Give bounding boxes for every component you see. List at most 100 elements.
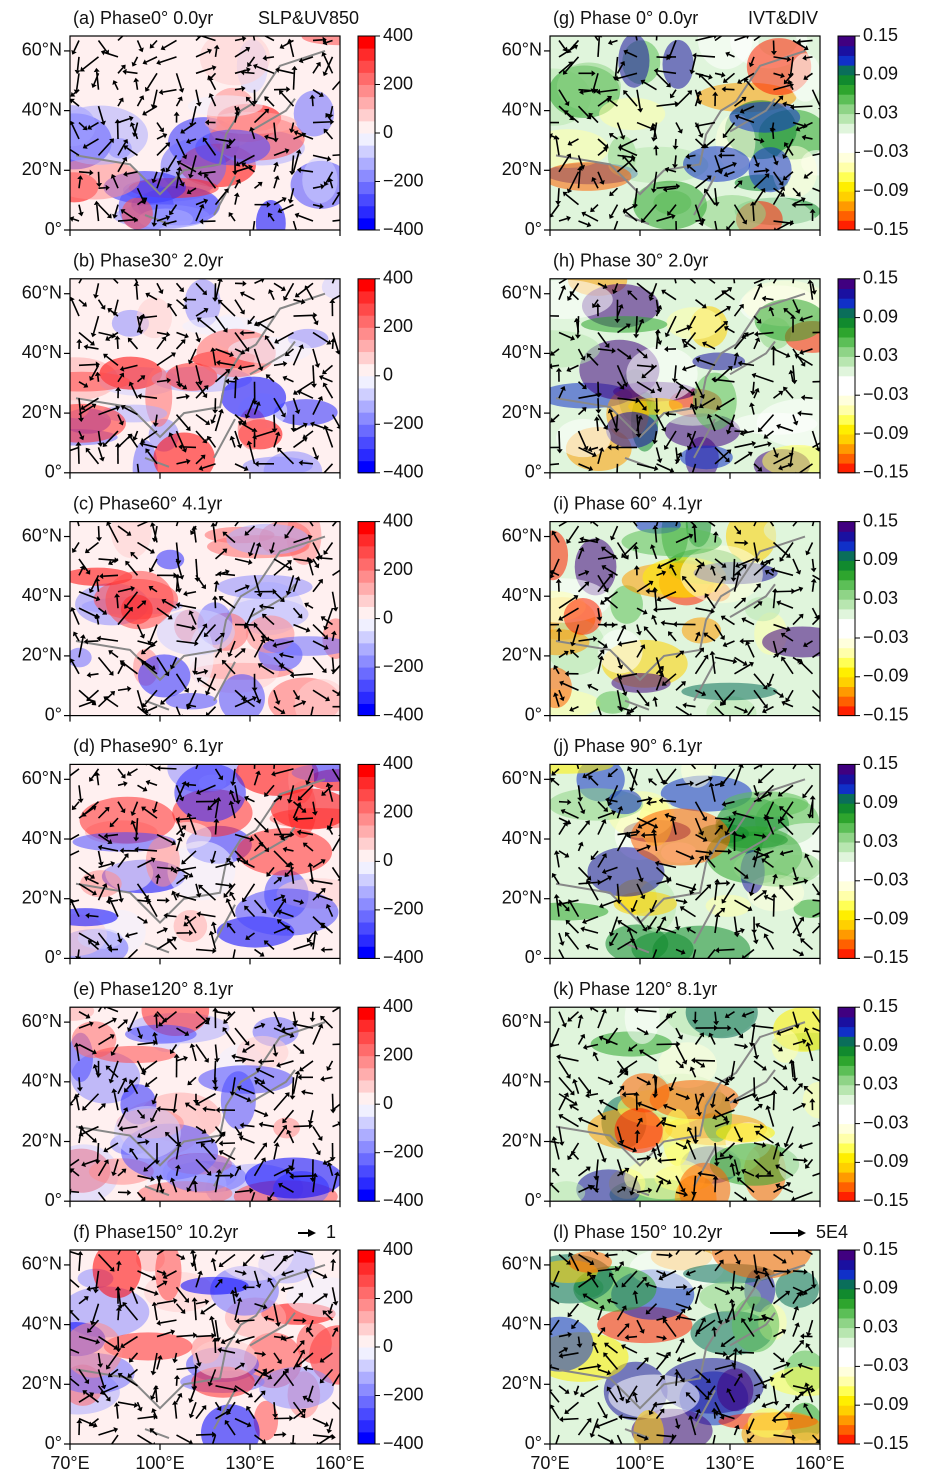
vector bbox=[734, 559, 735, 578]
vector-head bbox=[203, 30, 208, 35]
vector bbox=[695, 1060, 715, 1061]
vector-head bbox=[340, 784, 345, 789]
colorbar-band bbox=[838, 376, 855, 386]
colorbar-label: −0.15 bbox=[863, 947, 909, 967]
colorbar-band bbox=[358, 594, 375, 607]
vector-head bbox=[101, 1000, 106, 1005]
colorbar-label: −0.09 bbox=[863, 180, 909, 200]
vector bbox=[313, 365, 314, 384]
vector bbox=[103, 575, 118, 576]
y-tick-label: 60°N bbox=[502, 282, 542, 302]
vector bbox=[663, 801, 676, 802]
shading bbox=[67, 648, 92, 668]
vector bbox=[293, 1176, 313, 1177]
vector-head bbox=[347, 704, 351, 710]
vector-head bbox=[542, 622, 546, 628]
y-tick-label: 20°N bbox=[502, 887, 542, 907]
colorbar-band bbox=[358, 522, 375, 535]
vector bbox=[636, 316, 637, 334]
colorbar-label: −0.03 bbox=[863, 627, 909, 647]
vector-head bbox=[60, 450, 65, 456]
colorbar-band bbox=[358, 1080, 375, 1093]
colorbar-band bbox=[838, 172, 855, 182]
field bbox=[45, 744, 372, 967]
panel-title: (i) Phase 60° 4.1yr bbox=[553, 493, 702, 513]
y-tick-label: 40°N bbox=[22, 828, 62, 848]
panel: 0°20°N40°N60°N(b) Phase30° 2.0yr4002000−… bbox=[22, 251, 424, 497]
y-tick-label: 60°N bbox=[502, 1011, 542, 1031]
vector-head bbox=[823, 1030, 828, 1036]
colorbar-band bbox=[838, 424, 855, 434]
vector bbox=[313, 122, 330, 123]
vector bbox=[98, 376, 99, 382]
colorbar-band bbox=[838, 75, 855, 85]
colorbar-band bbox=[838, 347, 855, 357]
vector bbox=[235, 380, 236, 399]
shading bbox=[221, 377, 286, 419]
vector bbox=[552, 365, 559, 366]
y-tick-label: 40°N bbox=[22, 99, 62, 119]
vector-head bbox=[792, 266, 798, 270]
y-tick-label: 40°N bbox=[502, 342, 542, 362]
vector bbox=[793, 1159, 804, 1160]
panel-title: (f) Phase150° 10.2yr bbox=[73, 1222, 238, 1242]
vector-head bbox=[574, 514, 579, 519]
x-tick-label: 100°E bbox=[135, 1453, 184, 1473]
panel-title: (d) Phase90° 6.1yr bbox=[73, 736, 223, 756]
vector bbox=[694, 528, 695, 543]
vector bbox=[156, 1389, 157, 1402]
colorbar-label: −0.09 bbox=[863, 423, 909, 443]
panel-title: (j) Phase 90° 6.1yr bbox=[553, 736, 702, 756]
colorbar-band bbox=[838, 162, 855, 172]
colorbar-band bbox=[838, 405, 855, 415]
vector-head bbox=[216, 513, 222, 518]
colorbar-label: −0.09 bbox=[863, 666, 909, 686]
vector bbox=[274, 1434, 283, 1435]
field bbox=[503, 263, 851, 486]
colorbar-band bbox=[358, 703, 375, 716]
colorbar-label: −0.03 bbox=[863, 384, 909, 404]
colorbar-band bbox=[838, 94, 855, 104]
vector-head bbox=[824, 191, 829, 197]
vector-head bbox=[136, 478, 142, 482]
y-tick-label: 0° bbox=[45, 462, 62, 482]
colorbar-band bbox=[838, 1007, 855, 1017]
colorbar-band bbox=[358, 1359, 375, 1372]
vector bbox=[742, 1352, 754, 1353]
colorbar-band bbox=[838, 1056, 855, 1066]
vector bbox=[157, 878, 158, 884]
colorbar-band bbox=[838, 308, 855, 318]
vector bbox=[715, 883, 726, 884]
colorbar-band bbox=[838, 522, 855, 532]
vector bbox=[297, 818, 313, 819]
colorbar-band bbox=[358, 449, 375, 462]
colorbar-band bbox=[838, 1046, 855, 1056]
shading bbox=[193, 1339, 257, 1378]
panel-title: (c) Phase60° 4.1yr bbox=[73, 493, 222, 513]
colorbar-band bbox=[358, 946, 375, 959]
colorbar-band bbox=[358, 1347, 375, 1360]
vector-head bbox=[342, 1002, 347, 1007]
y-tick-label: 0° bbox=[525, 219, 542, 239]
colorbar-band bbox=[838, 1143, 855, 1153]
colorbar-band bbox=[838, 648, 855, 658]
colorbar-band bbox=[358, 1165, 375, 1178]
vector bbox=[244, 72, 254, 73]
vector bbox=[793, 1271, 804, 1272]
colorbar-band bbox=[838, 143, 855, 153]
colorbar-band bbox=[838, 1095, 855, 1105]
vector bbox=[118, 1265, 119, 1271]
colorbar-band bbox=[838, 929, 855, 939]
vector-head bbox=[759, 999, 764, 1004]
colorbar-label: 0.03 bbox=[863, 1074, 898, 1094]
colorbar-band bbox=[358, 1311, 375, 1324]
colorbar-label: 0.09 bbox=[863, 792, 898, 812]
colorbar-band bbox=[838, 910, 855, 920]
colorbar-band bbox=[358, 291, 375, 304]
shading bbox=[237, 828, 333, 875]
vector bbox=[262, 1061, 274, 1062]
vector bbox=[806, 57, 812, 58]
colorbar-band bbox=[358, 60, 375, 73]
y-tick-label: 0° bbox=[525, 947, 542, 967]
colorbar-band bbox=[838, 900, 855, 910]
